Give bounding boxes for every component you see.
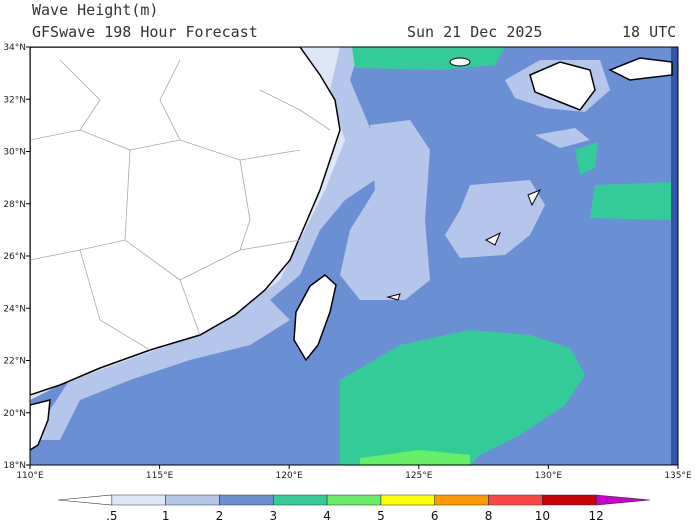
lat-label: 18°N xyxy=(3,461,26,471)
kyushu xyxy=(529,61,596,111)
shallow-band xyxy=(340,120,430,300)
colorbar-label: 10 xyxy=(535,509,550,523)
very-high-wave-zone xyxy=(360,450,470,465)
title: Wave Height(m) xyxy=(32,1,158,19)
colorbar-label: 3 xyxy=(269,509,277,523)
shallow-band xyxy=(445,180,545,258)
shikoku xyxy=(608,57,673,81)
high-wave-zone xyxy=(575,142,598,175)
colorbar-swatch xyxy=(272,494,328,506)
colorbar-swatch xyxy=(219,494,274,506)
lon-label: 115°E xyxy=(146,471,174,481)
lon-label: 135°E xyxy=(664,471,692,481)
time: 18 UTC xyxy=(622,23,676,41)
colorbar-label: .5 xyxy=(106,509,117,523)
colorbar-swatch xyxy=(111,494,166,506)
lat-label: 28°N xyxy=(3,200,26,210)
lat-label: 24°N xyxy=(3,304,26,314)
mainland xyxy=(30,47,341,396)
colorbar-label: 4 xyxy=(323,509,331,523)
province-borders xyxy=(30,59,331,351)
high-wave-zone xyxy=(340,330,585,465)
colorbar-swatch xyxy=(434,494,489,506)
island xyxy=(386,293,401,301)
lat-label: 26°N xyxy=(3,252,26,262)
lat-label: 20°N xyxy=(3,409,26,419)
lon-label: 110°E xyxy=(16,471,44,481)
subtitle: GFSwave 198 Hour Forecast xyxy=(32,23,258,41)
island xyxy=(449,57,471,67)
island xyxy=(527,189,542,207)
colorbar-label: 1 xyxy=(162,509,170,523)
colorbar-swatch xyxy=(595,494,651,506)
lon-label: 130°E xyxy=(535,471,563,481)
date: Sun 21 Dec 2025 xyxy=(407,23,542,41)
colorbar-swatch xyxy=(542,494,597,506)
high-wave-zone xyxy=(590,182,672,220)
edge-zone xyxy=(671,47,678,465)
lat-label: 34°N xyxy=(3,43,26,53)
lon-label: 120°E xyxy=(276,471,304,481)
colorbar-swatch xyxy=(57,494,113,506)
colorbar-label: 2 xyxy=(216,509,224,523)
lat-label: 30°N xyxy=(3,148,26,158)
island xyxy=(484,231,501,246)
colorbar-swatch xyxy=(380,494,436,506)
colorbar-swatch xyxy=(488,494,543,506)
lon-label: 125°E xyxy=(405,471,433,481)
colorbar-label: 6 xyxy=(431,509,439,523)
colorbar-label: 12 xyxy=(589,509,604,523)
lat-label: 32°N xyxy=(3,95,26,105)
colorbar-swatch xyxy=(165,494,220,506)
map xyxy=(29,46,679,466)
hainan xyxy=(30,399,51,451)
colorbar-label: 8 xyxy=(485,509,493,523)
lat-label: 22°N xyxy=(3,357,26,367)
colorbar-label: 5 xyxy=(377,509,385,523)
colorbar-swatch xyxy=(326,494,382,506)
taiwan xyxy=(293,274,337,362)
shallow-band xyxy=(535,128,590,148)
